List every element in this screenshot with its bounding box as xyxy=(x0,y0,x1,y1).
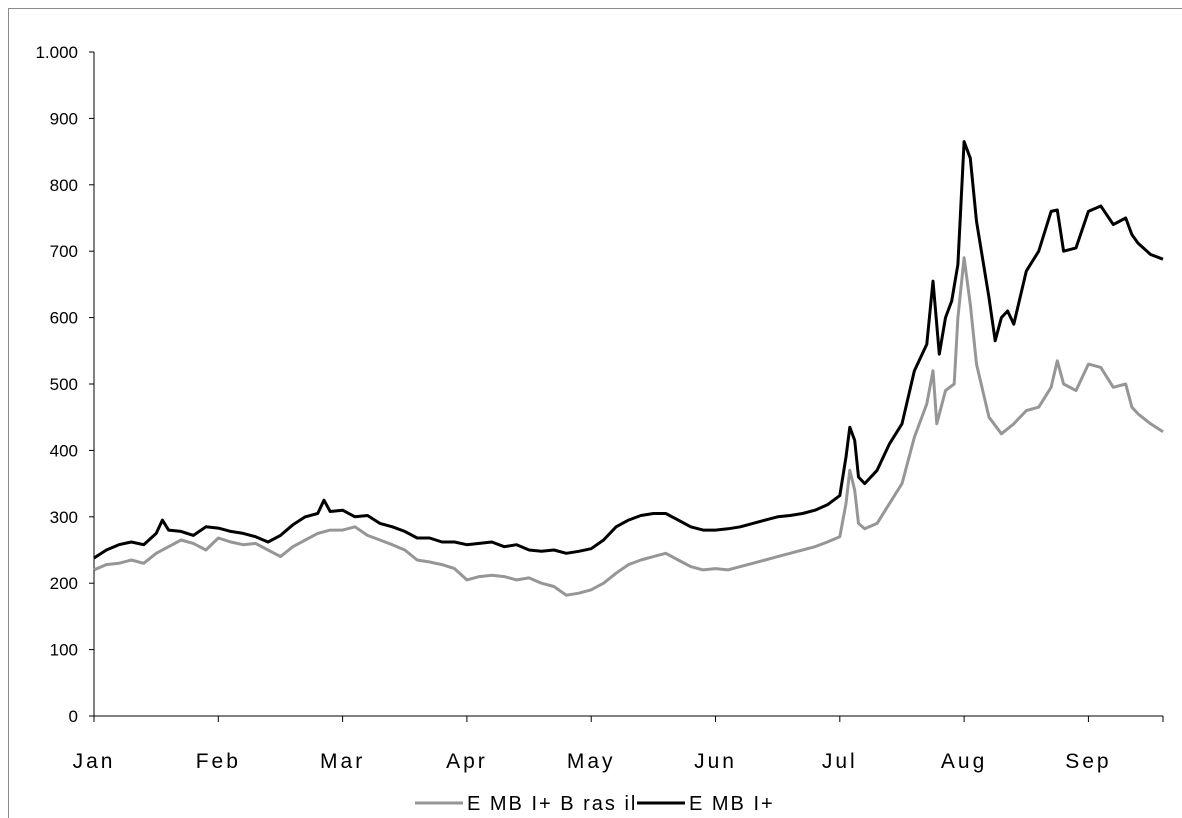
x-tick-label-jan: Jan xyxy=(73,750,116,773)
x-tick-label-jun: Jun xyxy=(694,750,737,773)
legend-label-embi: E MB I+ xyxy=(689,793,775,815)
x-ticks: Jan Feb Mar Apr May Jun Jul Aug Sep xyxy=(73,716,1164,773)
legend-item-embi-brasil: E MB I+ B ras il xyxy=(415,793,637,815)
y-tick-label: 100 xyxy=(50,641,78,660)
y-tick-label: 0 xyxy=(69,707,78,726)
x-tick-label-aug: Aug xyxy=(941,750,987,773)
x-tick-label-sep: Sep xyxy=(1065,750,1111,773)
x-tick-label-may: May xyxy=(567,750,616,773)
y-tick-label: 400 xyxy=(50,441,78,460)
y-tick-label: 700 xyxy=(50,242,78,261)
x-tick-label-feb: Feb xyxy=(196,750,241,773)
y-tick-label: 800 xyxy=(50,176,78,195)
y-tick-label: 500 xyxy=(50,375,78,394)
y-tick-label: 200 xyxy=(50,574,78,593)
series-line-embi xyxy=(93,140,1164,560)
legend: E MB I+ B ras il E MB I+ xyxy=(415,793,775,815)
legend-item-embi: E MB I+ xyxy=(637,793,775,815)
y-tick-label: 1.000 xyxy=(35,43,78,62)
x-tick-label-mar: Mar xyxy=(320,750,365,773)
y-tick-label: 300 xyxy=(50,508,78,527)
y-tick-label: 600 xyxy=(50,309,78,328)
series-line-embi-brasil xyxy=(93,256,1164,597)
x-tick-label-jul: Jul xyxy=(822,750,858,773)
y-tick-label: 900 xyxy=(50,109,78,128)
x-tick-label-apr: Apr xyxy=(446,750,488,773)
chart-frame xyxy=(8,8,1182,818)
y-ticks: 0 100 200 300 400 500 600 700 800 900 1.000 xyxy=(35,43,94,726)
series-layer xyxy=(93,140,1164,597)
legend-label-embi-brasil: E MB I+ B ras il xyxy=(467,793,637,815)
